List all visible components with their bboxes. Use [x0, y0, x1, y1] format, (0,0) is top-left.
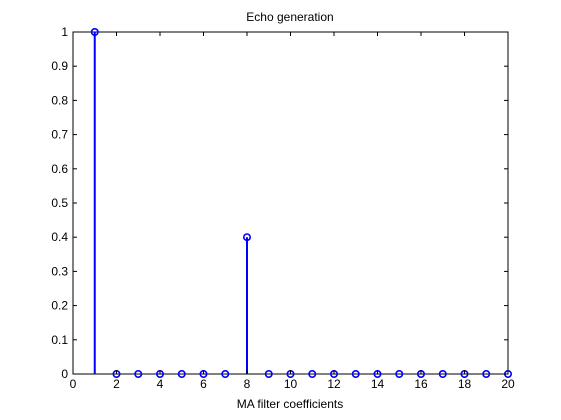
- x-tick-label: 10: [284, 377, 298, 391]
- y-tick-label: 0.3: [51, 264, 68, 278]
- y-tick-label: 0.7: [51, 128, 68, 142]
- x-tick-label: 4: [157, 377, 164, 391]
- stem-marker: [264, 369, 273, 378]
- stem-marker: [482, 369, 491, 378]
- stem-marker: [134, 369, 143, 378]
- axis-ticks: 0 2 4 6 8 10 12 14 16 18 20 0 0.1 0.2 0.3 0.4 0.5 0.6 0.7 0…: [51, 25, 515, 391]
- stem-marker: [90, 27, 99, 36]
- stem-marker: [308, 369, 317, 378]
- x-axis-label: MA filter coefficients: [237, 397, 344, 411]
- y-tick-label: 0.8: [51, 93, 68, 107]
- stem-marker: [243, 233, 252, 242]
- x-tick-label: 16: [414, 377, 428, 391]
- y-tick-label: 0.4: [51, 230, 68, 244]
- stem-marker: [177, 369, 186, 378]
- y-tick-label: 0.5: [51, 196, 68, 210]
- plot-area: [72, 31, 509, 375]
- y-tick-label: 0.2: [51, 299, 68, 313]
- y-tick-label: 1: [61, 25, 68, 39]
- x-tick-label: 2: [113, 377, 120, 391]
- stem-marker: [395, 369, 404, 378]
- y-tick-label: 0.1: [51, 333, 68, 347]
- x-tick-label: 0: [70, 377, 77, 391]
- x-tick-label: 14: [371, 377, 385, 391]
- stem-marker: [221, 369, 230, 378]
- stem-marker: [438, 369, 447, 378]
- x-tick-label: 20: [501, 377, 515, 391]
- x-tick-label: 18: [458, 377, 472, 391]
- y-tick-label: 0.6: [51, 162, 68, 176]
- chart-title: Echo generation: [246, 10, 333, 24]
- x-tick-label: 6: [200, 377, 207, 391]
- x-tick-label: 12: [327, 377, 341, 391]
- y-tick-label: 0.9: [51, 59, 68, 73]
- stem-marker: [351, 369, 360, 378]
- x-tick-label: 8: [244, 377, 251, 391]
- y-tick-label: 0: [61, 367, 68, 381]
